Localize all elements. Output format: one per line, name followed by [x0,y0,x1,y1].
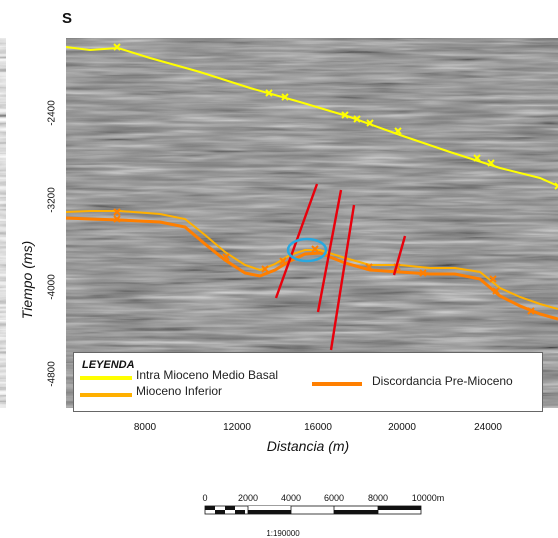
legend-label: Mioceno Inferior [136,384,223,398]
scale-tick-label: 4000 [280,493,302,503]
x-tick-label: 16000 [304,422,332,433]
legend-title: LEYENDA [82,359,135,371]
legend-swatch-light-orange [80,393,132,397]
y-tick-label: -4000 [46,274,58,300]
seismic-texture [66,38,558,408]
x-axis-title: Distancia (m) [266,438,350,454]
y-tick-label: -2400 [46,100,58,126]
scale-tick-label: 2000 [237,493,259,503]
legend-box: LEYENDA Intra Mioceno Medio Basal Miocen… [73,352,543,412]
horizon-discordancia-pre-mioceno [66,216,558,321]
x-tick-label: 8000 [133,422,157,433]
scale-tick-label: 6000 [323,493,345,503]
y-tick-label: -3200 [46,187,58,213]
legend-label: Discordancia Pre-Mioceno [372,374,513,388]
legend-swatch-yellow [80,376,132,380]
legend-label: Intra Mioceno Medio Basal [136,368,279,382]
x-tick-label: 20000 [388,422,416,433]
horizon-markers-lower [113,208,535,315]
scale-tick-label: 10000m [411,493,445,503]
scale-tick-label: 0 [202,493,208,503]
left-strip-texture [0,38,6,408]
legend-swatch-orange [312,382,362,386]
horizon-mioceno-inferior [66,210,558,310]
highlight-ellipse [286,237,328,263]
y-tick-label: -4800 [46,361,58,387]
x-tick-label: 12000 [223,422,251,433]
scale-ratio: 1:190000 [266,529,300,538]
y-axis-title: Tiempo (ms) [19,240,35,320]
section-orientation-label: S [62,10,73,27]
horizon-markers [113,43,558,190]
x-tick-label: 24000 [474,422,502,433]
scale-tick-label: 8000 [367,493,389,503]
